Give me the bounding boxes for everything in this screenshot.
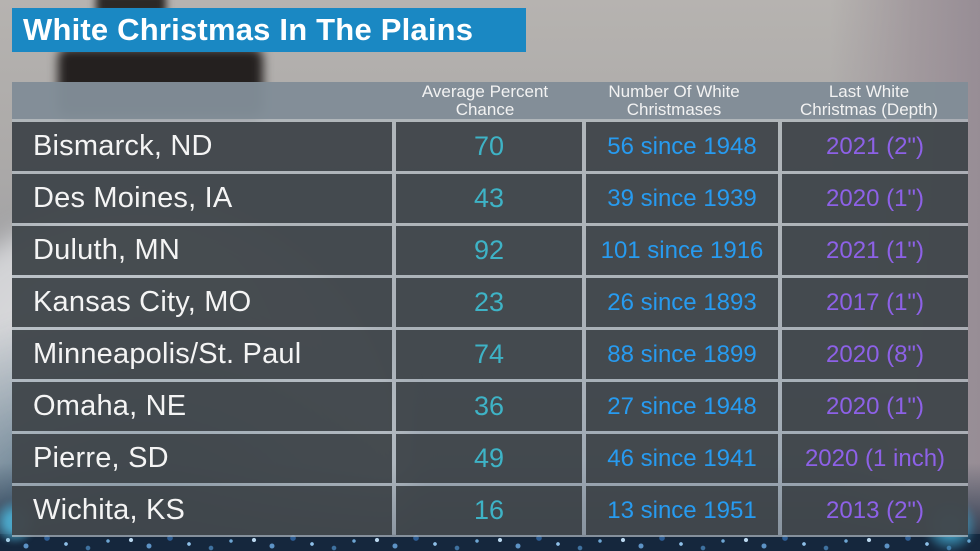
last-cell: 2020 (1 inch) — [782, 434, 968, 483]
title-banner: White Christmas In The Plains — [12, 8, 526, 52]
city-cell: Kansas City, MO — [12, 278, 392, 327]
percent-cell: 74 — [396, 330, 582, 379]
city-cell: Minneapolis/St. Paul — [12, 330, 392, 379]
city-cell: Wichita, KS — [12, 486, 392, 535]
header-number-of-white-christmases: Number Of White Christmases — [608, 81, 740, 119]
stats-table: Average Percent Chance Number Of White C… — [12, 82, 968, 537]
page-title: White Christmas In The Plains — [23, 12, 474, 47]
percent-cell: 23 — [396, 278, 582, 327]
percent-cell: 36 — [396, 382, 582, 431]
city-cell: Omaha, NE — [12, 382, 392, 431]
count-cell: 27 since 1948 — [586, 382, 778, 431]
last-cell: 2020 (1") — [782, 174, 968, 223]
percent-cell: 92 — [396, 226, 582, 275]
count-cell: 56 since 1948 — [586, 122, 778, 171]
percent-cell: 43 — [396, 174, 582, 223]
header-average-percent-chance: Average Percent Chance — [421, 81, 549, 119]
count-cell: 101 since 1916 — [586, 226, 778, 275]
last-cell: 2017 (1") — [782, 278, 968, 327]
city-cell: Des Moines, IA — [12, 174, 392, 223]
last-cell: 2020 (8") — [782, 330, 968, 379]
count-cell: 13 since 1951 — [586, 486, 778, 535]
last-cell: 2013 (2") — [782, 486, 968, 535]
glitter-strip — [0, 534, 980, 551]
last-cell: 2021 (2") — [782, 122, 968, 171]
city-cell: Duluth, MN — [12, 226, 392, 275]
header-last-white-christmas: Last White Christmas (Depth) — [800, 81, 938, 119]
percent-cell: 70 — [396, 122, 582, 171]
last-cell: 2020 (1") — [782, 382, 968, 431]
count-cell: 46 since 1941 — [586, 434, 778, 483]
count-cell: 39 since 1939 — [586, 174, 778, 223]
last-cell: 2021 (1") — [782, 226, 968, 275]
percent-cell: 49 — [396, 434, 582, 483]
table-body: Bismarck, ND 70 56 since 1948 2021 (2") … — [12, 122, 968, 537]
percent-cell: 16 — [396, 486, 582, 535]
table-header: Average Percent Chance Number Of White C… — [12, 82, 968, 119]
city-cell: Bismarck, ND — [12, 122, 392, 171]
count-cell: 26 since 1893 — [586, 278, 778, 327]
count-cell: 88 since 1899 — [586, 330, 778, 379]
city-cell: Pierre, SD — [12, 434, 392, 483]
